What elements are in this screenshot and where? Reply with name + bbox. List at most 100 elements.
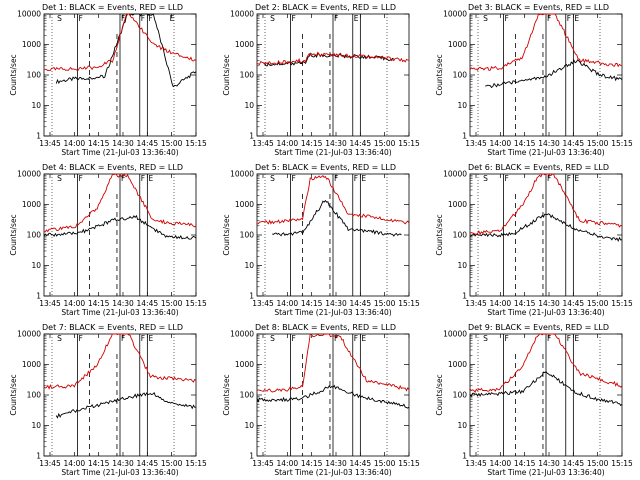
x-tick-label: 14:30 <box>538 139 560 148</box>
marker-f: F <box>334 174 338 183</box>
x-tick-label: 13:45 <box>465 299 487 308</box>
marker-f: F <box>567 174 571 183</box>
marker-f: F <box>78 14 82 23</box>
marker-f: F <box>291 14 295 23</box>
chart-title: Det 5: BLACK = Events, RED = LLD <box>255 163 396 172</box>
y-tick-label: 10 <box>457 261 467 270</box>
marker-e: E <box>361 334 366 343</box>
y-tick-label: 10000 <box>230 10 254 19</box>
x-tick-label: 14:00 <box>277 459 299 468</box>
y-tick-label: 100 <box>27 231 42 240</box>
chart-svg: Det 7: BLACK = Events, RED = LLD 1 10 100 10… <box>9 323 207 477</box>
y-tick-label: 100 <box>240 391 255 400</box>
y-axis-label: Counts/sec <box>222 374 231 415</box>
x-tick-label: 14:15 <box>88 139 110 148</box>
x-tick-label: 14:30 <box>325 459 347 468</box>
y-tick-label: 100 <box>27 71 42 80</box>
marker-s: S <box>57 334 62 343</box>
x-tick-label: 14:45 <box>563 299 585 308</box>
series-line-lld <box>469 333 623 393</box>
x-tick-label: 13:45 <box>252 299 274 308</box>
series-line-events <box>55 392 197 419</box>
chart-panel-4: Det 4: BLACK = Events, RED = LLD 1 10 100 10… <box>0 160 213 320</box>
x-axis-label: Start Time (21-Jul-03 13:36:40) <box>61 308 178 317</box>
y-tick-label: 100 <box>27 391 42 400</box>
y-tick-label: 1000 <box>448 200 467 209</box>
x-tick-label: 14:45 <box>137 299 159 308</box>
x-tick-label: 15:00 <box>587 299 609 308</box>
x-tick-label: 14:15 <box>88 459 110 468</box>
x-tick-label: 14:30 <box>112 459 134 468</box>
y-tick-label: 10000 <box>443 170 467 179</box>
marker-f: F <box>504 174 508 183</box>
chart-title: Det 6: BLACK = Events, RED = LLD <box>468 163 609 172</box>
marker-f: F <box>567 14 571 23</box>
y-axis-label: Counts/sec <box>9 54 18 95</box>
x-tick-label: 14:30 <box>112 139 134 148</box>
x-tick-label: 15:15 <box>398 299 420 308</box>
marker-s: S <box>483 14 488 23</box>
x-tick-label: 13:45 <box>39 299 61 308</box>
x-tick-label: 14:45 <box>137 459 159 468</box>
x-tick-label: 15:00 <box>587 459 609 468</box>
series-line-lld <box>43 173 197 233</box>
x-tick-label: 14:45 <box>563 139 585 148</box>
chart-svg: Det 4: BLACK = Events, RED = LLD 1 10 100 10… <box>9 163 207 317</box>
series-line-lld <box>256 333 410 393</box>
y-tick-label: 100 <box>453 391 468 400</box>
x-tick-label: 14:45 <box>350 139 372 148</box>
x-tick-label: 15:15 <box>398 459 420 468</box>
y-tick-label: 10 <box>244 421 254 430</box>
y-tick-label: 100 <box>453 71 468 80</box>
y-tick-label: 10 <box>31 421 41 430</box>
marker-e: E <box>574 14 579 23</box>
y-tick-label: 10000 <box>443 10 467 19</box>
marker-e: E <box>148 334 153 343</box>
x-tick-label: 14:30 <box>538 299 560 308</box>
chart-title: Det 9: BLACK = Events, RED = LLD <box>468 323 609 332</box>
y-tick-label: 1 <box>462 292 467 301</box>
marker-f: F <box>121 174 125 183</box>
chart-title: Det 1: BLACK = Events, RED = LLD <box>42 3 183 12</box>
marker-s: S <box>270 174 275 183</box>
x-tick-label: 15:15 <box>611 299 633 308</box>
y-tick-label: 10000 <box>230 330 254 339</box>
x-axis-label: Start Time (21-Jul-03 13:36:40) <box>487 308 604 317</box>
x-tick-label: 14:00 <box>64 139 86 148</box>
marker-f: F <box>567 334 571 343</box>
x-tick-label: 14:15 <box>514 459 536 468</box>
chart-title: Det 2: BLACK = Events, RED = LLD <box>255 3 396 12</box>
y-axis-label: Counts/sec <box>222 54 231 95</box>
marker-f: F <box>121 334 125 343</box>
marker-f: F <box>78 334 82 343</box>
chart-title: Det 4: BLACK = Events, RED = LLD <box>42 163 183 172</box>
y-tick-label: 10000 <box>17 10 41 19</box>
x-tick-label: 13:45 <box>39 459 61 468</box>
y-tick-label: 10 <box>31 261 41 270</box>
marker-e: E <box>170 14 175 23</box>
y-tick-label: 1000 <box>22 200 41 209</box>
x-tick-label: 14:45 <box>563 459 585 468</box>
y-tick-label: 1 <box>36 452 41 461</box>
series-line-lld <box>43 333 197 390</box>
y-tick-label: 10 <box>457 101 467 110</box>
marker-f: F <box>354 334 358 343</box>
chart-title: Det 7: BLACK = Events, RED = LLD <box>42 323 183 332</box>
series-line-lld <box>469 13 623 71</box>
marker-f: F <box>547 174 551 183</box>
marker-f: F <box>504 14 508 23</box>
chart-panel-3: Det 3: BLACK = Events, RED = LLD 1 10 100 10… <box>426 0 639 160</box>
x-tick-label: 15:00 <box>374 139 396 148</box>
chart-svg: Det 6: BLACK = Events, RED = LLD 1 10 100 10… <box>435 163 633 317</box>
x-tick-label: 14:45 <box>350 459 372 468</box>
chart-panel-7: Det 7: BLACK = Events, RED = LLD 1 10 100 10… <box>0 320 213 480</box>
x-tick-label: 14:15 <box>514 299 536 308</box>
x-tick-label: 13:45 <box>39 139 61 148</box>
y-tick-label: 1 <box>462 132 467 141</box>
marker-s: S <box>270 14 275 23</box>
chart-svg: Det 1: BLACK = Events, RED = LLD 1 10 100 10… <box>9 3 207 157</box>
series-line-lld <box>43 13 197 72</box>
y-axis-label: Counts/sec <box>435 214 444 255</box>
x-tick-label: 14:00 <box>490 459 512 468</box>
y-tick-label: 1000 <box>235 40 254 49</box>
